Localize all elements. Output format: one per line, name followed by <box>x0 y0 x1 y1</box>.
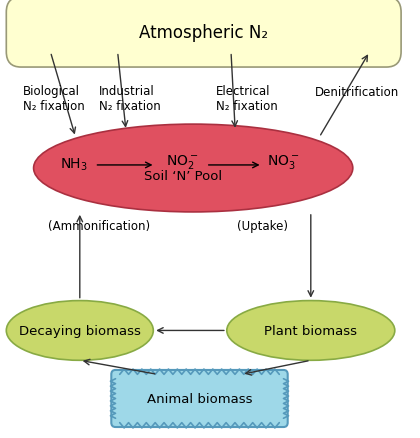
Ellipse shape <box>34 125 353 212</box>
Text: NO$_3^-$: NO$_3^-$ <box>267 152 300 170</box>
Text: Plant biomass: Plant biomass <box>264 324 357 337</box>
Text: Electrical
N₂ fixation: Electrical N₂ fixation <box>216 85 278 113</box>
Text: Decaying biomass: Decaying biomass <box>19 324 141 337</box>
Text: Animal biomass: Animal biomass <box>147 392 252 405</box>
FancyBboxPatch shape <box>6 0 401 68</box>
Text: NO$_2^-$: NO$_2^-$ <box>166 152 199 170</box>
Text: NH$_3$: NH$_3$ <box>60 156 87 173</box>
Text: (Ammonification): (Ammonification) <box>47 219 150 232</box>
Text: Industrial
N₂ fixation: Industrial N₂ fixation <box>99 85 160 113</box>
Ellipse shape <box>227 301 395 360</box>
FancyBboxPatch shape <box>111 370 288 427</box>
Text: Soil ‘N’ Pool: Soil ‘N’ Pool <box>144 170 222 183</box>
Text: Atmospheric N₂: Atmospheric N₂ <box>139 24 268 42</box>
Ellipse shape <box>6 301 153 360</box>
Text: (Uptake): (Uptake) <box>237 219 288 232</box>
Text: Denitrification: Denitrification <box>315 85 399 99</box>
Text: Biological
N₂ fixation: Biological N₂ fixation <box>23 85 85 113</box>
